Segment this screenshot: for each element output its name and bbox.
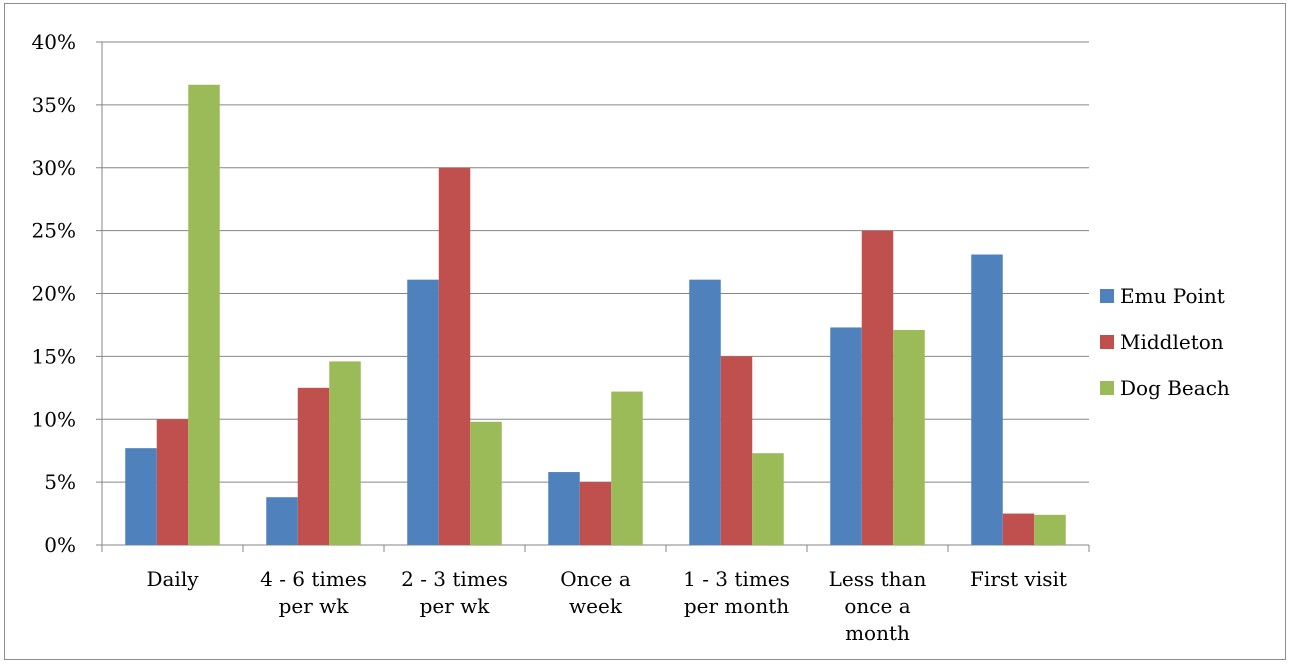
y-tick-label: 40% <box>32 30 76 54</box>
y-tick-label: 35% <box>32 93 76 117</box>
category-label: 2 - 3 times per wk <box>401 567 508 618</box>
bar-dog-beach <box>1034 514 1066 545</box>
bar-emu-point <box>971 254 1003 545</box>
legend-label: Middleton <box>1120 330 1224 354</box>
category-label: Once a week <box>560 567 631 618</box>
bar-emu-point <box>125 448 157 545</box>
category-label: First visit <box>970 567 1067 591</box>
bar-emu-point <box>548 472 580 545</box>
category-label: 1 - 3 times per month <box>683 567 790 618</box>
legend-label: Dog Beach <box>1120 376 1230 400</box>
legend-swatch <box>1100 289 1114 303</box>
bar-middleton <box>861 230 894 545</box>
bar-emu-point <box>266 497 298 545</box>
bar-emu-point <box>407 279 439 545</box>
bar-middleton <box>297 387 330 545</box>
legend-swatch <box>1100 335 1114 349</box>
bar-dog-beach <box>188 84 220 545</box>
bar-middleton <box>1002 513 1035 545</box>
bar-dog-beach <box>611 391 643 545</box>
y-tick-label: 0% <box>44 533 76 557</box>
category-label: Daily <box>146 567 199 591</box>
bar-dog-beach <box>329 361 361 545</box>
bar-middleton <box>156 419 189 545</box>
y-tick-label: 10% <box>32 407 76 431</box>
category-label: Less than once a month <box>829 567 927 645</box>
y-tick-label: 15% <box>32 344 76 368</box>
bar-emu-point <box>830 327 862 545</box>
bar-middleton <box>438 167 471 545</box>
bar-middleton <box>579 482 612 545</box>
bar-dog-beach <box>470 421 502 545</box>
bar-dog-beach <box>893 329 925 545</box>
y-tick-label: 30% <box>32 156 76 180</box>
bar-dog-beach <box>752 453 784 545</box>
y-tick-label: 25% <box>32 219 76 243</box>
y-tick-label: 20% <box>32 282 76 306</box>
legend-swatch <box>1100 381 1114 395</box>
legend-label: Emu Point <box>1120 284 1225 308</box>
bar-middleton <box>720 356 753 545</box>
bar-emu-point <box>689 279 721 545</box>
category-label: 4 - 6 times per wk <box>260 567 367 618</box>
y-tick-label: 5% <box>44 470 76 494</box>
